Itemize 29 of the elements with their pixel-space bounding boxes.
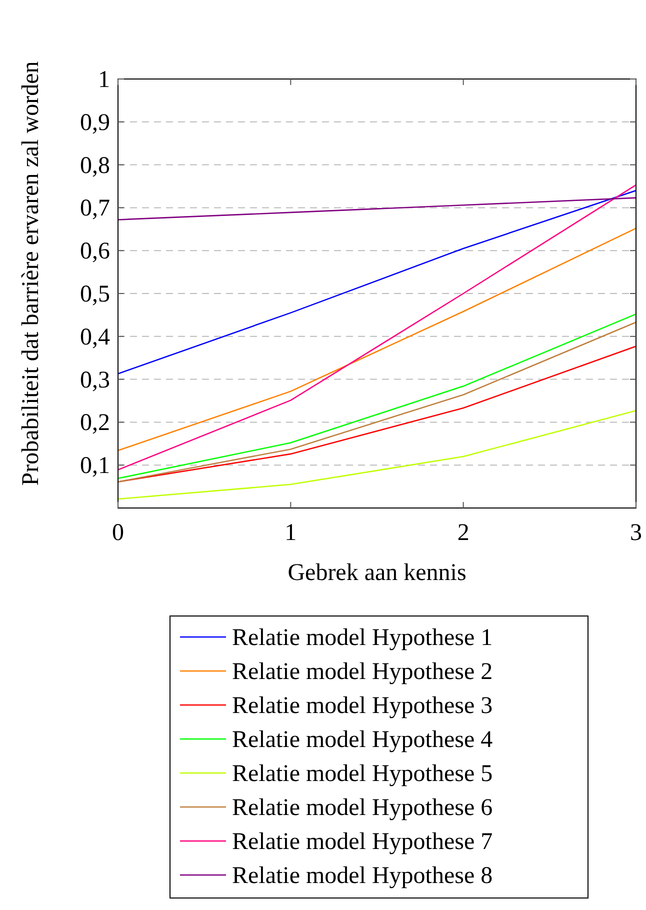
legend-label: Relatie model Hypothese 3 — [232, 693, 493, 719]
x-axis-title: Gebrek aan kennis — [288, 560, 466, 586]
line-series — [117, 410, 637, 500]
y-tick-label: 0,5 — [80, 282, 110, 308]
y-tick-label: 1 — [98, 67, 110, 93]
x-tick-label: 2 — [457, 520, 470, 546]
y-tick-label: 0,9 — [80, 110, 110, 136]
y-tick-label: 0,2 — [80, 410, 110, 436]
legend-label: Relatie model Hypothese 4 — [232, 727, 493, 753]
y-tick-label: 0,3 — [80, 367, 110, 394]
y-tick-label: 0,8 — [80, 152, 110, 179]
legend-label: Relatie model Hypothese 1 — [232, 625, 493, 651]
line-series — [117, 228, 637, 452]
x-tick-label: 1 — [284, 520, 297, 546]
x-tick-label: 3 — [630, 520, 642, 546]
legend-label: Relatie model Hypothese 2 — [232, 659, 493, 685]
x-tick-label: 0 — [112, 520, 124, 546]
y-tick-label: 0,6 — [80, 238, 110, 265]
y-tick-label: 0,1 — [80, 453, 110, 480]
legend-label: Relatie model Hypothese 6 — [232, 795, 493, 821]
line-series — [117, 190, 637, 374]
line-series — [117, 197, 637, 220]
line-series — [117, 184, 637, 470]
legend-label: Relatie model Hypothese 7 — [232, 829, 493, 855]
y-tick-label: 0,4 — [80, 324, 110, 350]
y-axis-title: Probabiliteit dat barrière ervaren zal worden — [18, 61, 44, 486]
legend-label: Relatie model Hypothese 8 — [232, 863, 493, 889]
legend-label: Relatie model Hypothese 5 — [232, 761, 493, 787]
y-tick-label: 0,7 — [80, 196, 110, 222]
